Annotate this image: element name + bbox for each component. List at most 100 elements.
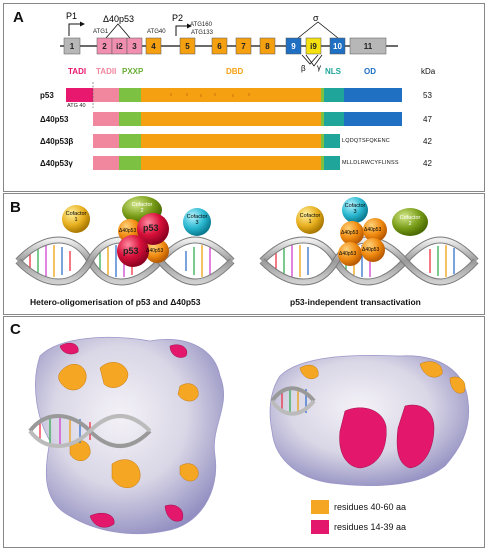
isoform-name-d40p53-gamma: Δ40p53γ	[40, 159, 73, 168]
cofactor-3-left	[183, 208, 211, 236]
d40-label-l2: Δ40p53	[146, 248, 164, 254]
cofactor-1-left-label: Cofactor 1	[65, 211, 87, 223]
exon-box-11	[349, 37, 387, 55]
cofactor-2-right-label: Cofactor 2	[399, 215, 421, 227]
exon-label-i2: i2	[116, 42, 123, 51]
tail-gamma: MLLDLRWCYFLINSS	[342, 160, 399, 166]
cofactor-2-right	[392, 208, 428, 236]
exon-box-8	[259, 37, 276, 55]
exon-label-8: 8	[265, 42, 270, 51]
exon-box-10	[329, 37, 346, 55]
domain-od: OD	[364, 67, 376, 76]
legend-label-40-60: residues 40-60 aa	[334, 502, 407, 512]
exon-label-9: 9	[291, 42, 296, 51]
exon-box-9	[285, 37, 302, 55]
exon-label-i9: i9	[310, 42, 317, 51]
isoform-name-d40p53: Δ40p53	[40, 115, 69, 124]
legend-swatch-40-60	[311, 500, 329, 514]
exon-box-6	[211, 37, 228, 55]
p1-label: P1	[66, 11, 78, 21]
p2-label: P2	[172, 13, 184, 23]
splice-arc-sigma	[297, 21, 339, 39]
dna-helix-left	[15, 236, 235, 286]
domain-dbd: DBD	[226, 67, 244, 76]
splice-arc-beta-gamma	[301, 54, 323, 67]
d40p53-r3	[338, 242, 362, 266]
d40p53-r4	[361, 238, 385, 262]
beta-label: β	[301, 64, 306, 73]
panel-b-right-caption: p53-independent transactivation	[290, 297, 421, 307]
p1-arrow	[68, 23, 80, 36]
exon-label-11: 11	[364, 42, 373, 51]
isoform-bar-d40p53	[93, 112, 402, 126]
isoform-name-p53: p53	[40, 91, 54, 100]
exon-box-4	[145, 37, 162, 55]
kda-d40p53-beta: 42	[423, 137, 432, 146]
panel-b-label: B	[10, 199, 21, 216]
tail-beta: LQDQTSFQKENC	[342, 138, 390, 144]
panel-c-label: C	[10, 321, 21, 338]
d40p53-ball-2	[145, 239, 169, 263]
p2-arrow	[175, 25, 187, 36]
kda-p53: 53	[423, 91, 432, 100]
domain-nls: NLS	[325, 67, 341, 76]
exon-label-4: 4	[151, 42, 156, 51]
panel-a-label: A	[13, 9, 24, 26]
cofactor-3-right-label: Cofactor 3	[344, 203, 366, 215]
exon-label-1: 1	[70, 42, 75, 51]
domain-tad1: TADI	[68, 67, 87, 76]
atg133-label: ATG133	[191, 30, 213, 36]
kda-d40p53-gamma: 42	[423, 159, 432, 168]
atg40-label: ATG40	[147, 29, 166, 35]
splice-arc-d40	[105, 23, 131, 39]
cofactor-1-left	[62, 205, 90, 233]
kda-d40p53: 47	[423, 115, 432, 124]
cofactor-1-right	[296, 206, 324, 234]
exon-label-7: 7	[241, 42, 246, 51]
d40-label-r3: Δ40p53	[339, 251, 357, 257]
kda-header: kDa	[421, 67, 436, 76]
panel-b-illustration	[15, 196, 479, 286]
exon-label-2: 2	[102, 42, 107, 51]
structure-right	[269, 354, 470, 487]
isoform-name-d40p53-beta: Δ40p53β	[40, 137, 74, 146]
d40-label-r4: Δ40p53	[362, 247, 380, 253]
d40-label-l1: Δ40p53	[119, 228, 137, 234]
d40p53-r1	[340, 221, 364, 245]
exon-box-7	[235, 37, 252, 55]
atg160-label: ATG160	[190, 22, 212, 28]
exon-label-5: 5	[185, 42, 190, 51]
cofactor-3-right	[342, 197, 368, 223]
p53-ball-1	[137, 213, 169, 245]
domain-tad2: TADII	[96, 67, 117, 76]
exon-box-3	[126, 37, 143, 55]
isoform-bar-p53	[66, 88, 402, 102]
d40p53-r2	[363, 218, 387, 242]
p53-label-2: p53	[123, 246, 139, 256]
isoform-bar-d40p53-gamma	[93, 156, 340, 170]
atg1-label: ATG1	[93, 29, 109, 35]
p53-label-1: p53	[143, 223, 159, 233]
d40-label-r1: Δ40p53	[341, 230, 359, 236]
panel-b-left-caption: Hetero-oligomerisation of p53 and Δ40p53	[30, 297, 201, 307]
gene-structure: 1 2 i2 3 4 5 6 7 8 9 i9 10 11	[60, 21, 398, 67]
exon-box-1	[63, 37, 81, 55]
sigma-label: σ	[313, 13, 319, 23]
dna-helix-right	[259, 236, 479, 286]
structure-left	[28, 336, 225, 535]
cofactor-1-right-label: Cofactor 1	[299, 213, 321, 225]
domain-pxxp: PXXP	[122, 67, 144, 76]
exon-label-10: 10	[333, 42, 342, 51]
exon-box-i9	[305, 37, 322, 55]
exon-label-6: 6	[217, 42, 222, 51]
cofactor-2-left-label: Cofactor 2	[131, 202, 153, 214]
left-complex	[62, 196, 211, 267]
isoform-bars	[66, 82, 402, 170]
atg40-marker-label: ATG 40	[67, 103, 86, 109]
gamma-label: γ	[317, 63, 321, 72]
p53-ball-2	[117, 235, 149, 267]
d40-top-label: Δ40p53	[103, 14, 135, 24]
legend-swatch-14-39	[311, 520, 329, 534]
isoform-bar-d40p53-beta	[93, 134, 340, 148]
legend-label-14-39: residues 14-39 aa	[334, 522, 407, 532]
